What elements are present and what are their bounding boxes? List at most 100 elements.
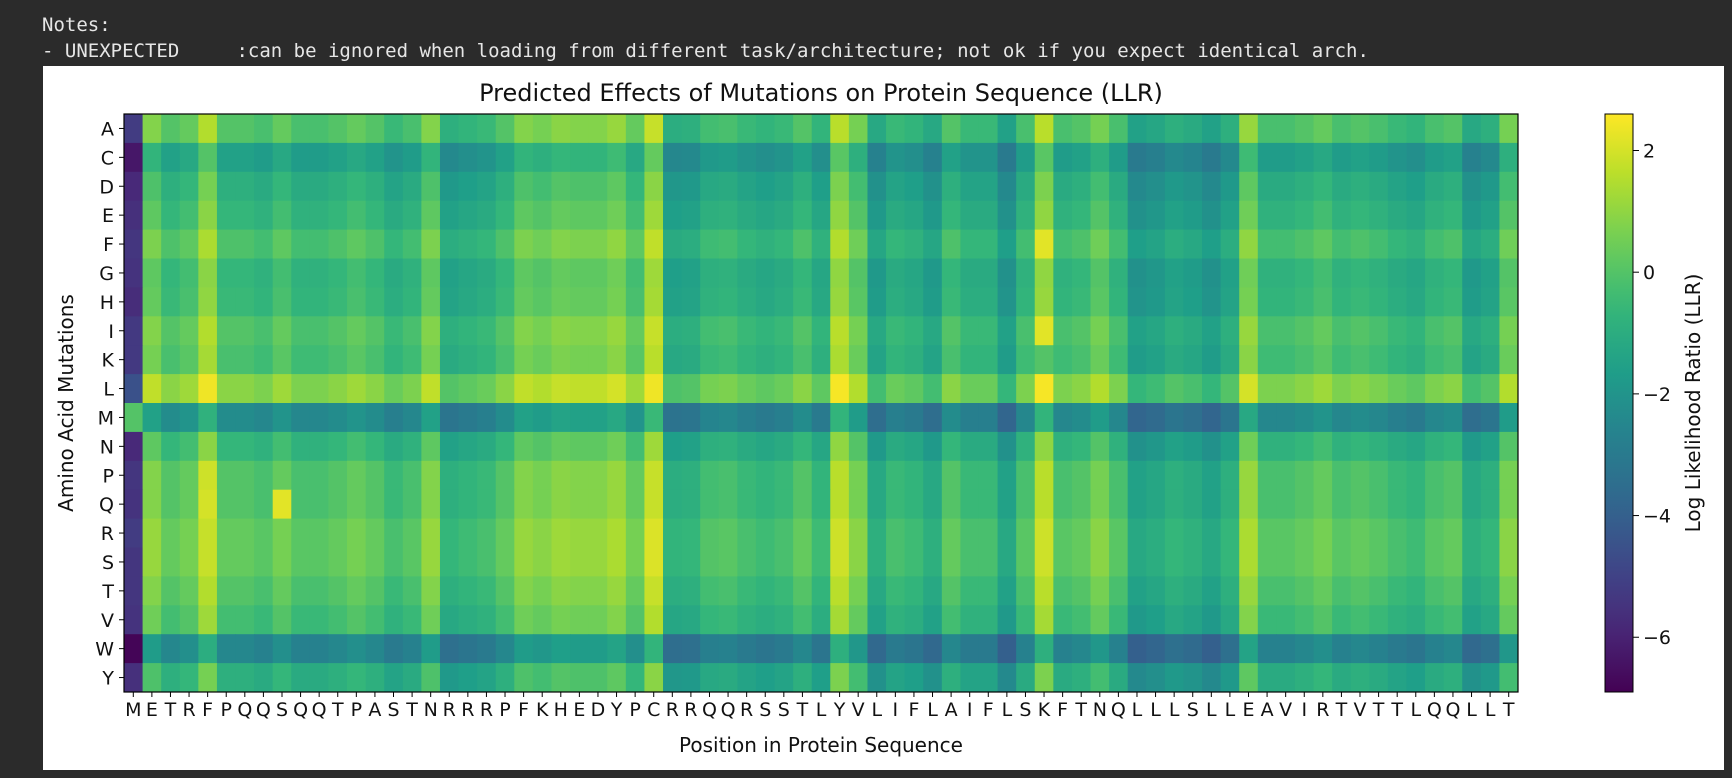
heatmap-cell xyxy=(1127,287,1147,317)
heatmap-cell xyxy=(1387,518,1407,548)
x-tick-label: L xyxy=(1225,699,1236,721)
heatmap-cell xyxy=(1443,200,1463,231)
heatmap-cell xyxy=(588,403,608,433)
heatmap-cell xyxy=(904,345,924,375)
heatmap-cell xyxy=(384,229,404,259)
heatmap-cell xyxy=(960,634,980,664)
heatmap-cell xyxy=(216,345,237,375)
heatmap-cell xyxy=(1090,258,1110,288)
heatmap-cell xyxy=(923,229,943,259)
heatmap-cell xyxy=(774,316,794,346)
heatmap-cell xyxy=(1257,114,1277,144)
heatmap-cell xyxy=(793,287,813,317)
heatmap-cell xyxy=(1257,229,1277,259)
heatmap-cell xyxy=(811,518,831,548)
heatmap-cell xyxy=(978,547,999,577)
heatmap-cell xyxy=(1425,576,1445,606)
heatmap-cell xyxy=(1425,258,1445,288)
heatmap-cell xyxy=(793,431,813,462)
heatmap-cell xyxy=(514,634,534,664)
heatmap-cell xyxy=(941,258,961,288)
heatmap-cell xyxy=(1016,258,1036,288)
heatmap-cell xyxy=(1034,287,1054,317)
heatmap-cell xyxy=(1332,634,1352,664)
heatmap-cell xyxy=(1071,287,1092,317)
heatmap-cell xyxy=(421,258,441,288)
heatmap-cell xyxy=(1499,460,1519,491)
heatmap-cell xyxy=(1053,403,1073,433)
heatmap-cell xyxy=(1350,634,1370,664)
heatmap-cell xyxy=(161,287,181,317)
heatmap-cell xyxy=(1313,663,1333,693)
heatmap-cell xyxy=(960,489,980,520)
heatmap-cell xyxy=(1127,229,1147,259)
heatmap-cell xyxy=(1462,114,1482,144)
heatmap-cell xyxy=(124,287,144,317)
heatmap-cell xyxy=(1202,518,1222,548)
heatmap-cell xyxy=(811,460,831,491)
heatmap-cell xyxy=(124,171,144,202)
heatmap-cell xyxy=(495,576,515,606)
heatmap-cell xyxy=(365,634,385,664)
heatmap-cell xyxy=(384,547,404,577)
heatmap-cell xyxy=(309,287,329,317)
heatmap-cell xyxy=(272,663,292,693)
heatmap-cell xyxy=(439,142,460,173)
heatmap-cell xyxy=(886,576,906,606)
heatmap-cell xyxy=(1425,547,1445,577)
heatmap-cell xyxy=(811,489,831,520)
heatmap-cell xyxy=(439,316,460,346)
heatmap-cell xyxy=(681,547,701,577)
heatmap-cell xyxy=(402,171,422,202)
heatmap-cell xyxy=(1109,258,1129,288)
heatmap-cell xyxy=(1109,460,1129,491)
x-tick-label: Q xyxy=(721,699,736,721)
heatmap-cell xyxy=(1350,316,1370,346)
heatmap-cell xyxy=(718,142,738,173)
heatmap-cell xyxy=(347,431,367,462)
heatmap-cell xyxy=(607,345,627,375)
heatmap-cell xyxy=(663,200,683,231)
heatmap-cell xyxy=(1350,605,1370,635)
heatmap-cell xyxy=(1071,142,1092,173)
heatmap-cell xyxy=(1294,547,1315,577)
heatmap-cell xyxy=(477,171,497,202)
heatmap-cell xyxy=(161,460,181,491)
heatmap-cell xyxy=(755,114,776,144)
heatmap-cell xyxy=(793,229,813,259)
heatmap-cell xyxy=(272,316,292,346)
heatmap-cell xyxy=(941,114,961,144)
heatmap-cell xyxy=(1499,287,1519,317)
heatmap-cell xyxy=(309,171,329,202)
heatmap-cell xyxy=(495,431,515,462)
heatmap-cell xyxy=(718,605,738,635)
heatmap-cell xyxy=(848,518,868,548)
heatmap-cell xyxy=(272,200,292,231)
heatmap-cell xyxy=(328,489,348,520)
heatmap-cell xyxy=(309,345,329,375)
heatmap-cell xyxy=(235,605,255,635)
heatmap-cell xyxy=(124,258,144,288)
heatmap-cell xyxy=(402,576,422,606)
heatmap-cell xyxy=(1350,374,1370,404)
heatmap-cell xyxy=(1276,316,1296,346)
heatmap-cell xyxy=(793,403,813,433)
heatmap-cell xyxy=(737,663,757,693)
heatmap-cell xyxy=(663,518,683,548)
heatmap-cell xyxy=(774,518,794,548)
heatmap-cell xyxy=(309,200,329,231)
heatmap-cell xyxy=(216,114,237,144)
heatmap-cell xyxy=(1313,287,1333,317)
heatmap-cell xyxy=(142,634,162,664)
heatmap-cell xyxy=(551,229,571,259)
heatmap-cell xyxy=(1090,171,1110,202)
y-tick-label: I xyxy=(108,321,114,343)
heatmap-cell xyxy=(1127,518,1147,548)
heatmap-cell xyxy=(142,142,162,173)
heatmap-cell xyxy=(1164,114,1184,144)
heatmap-cell xyxy=(1016,460,1036,491)
heatmap-cell xyxy=(1090,547,1110,577)
heatmap-cell xyxy=(774,431,794,462)
heatmap-cell xyxy=(830,605,850,635)
heatmap-cell xyxy=(161,171,181,202)
